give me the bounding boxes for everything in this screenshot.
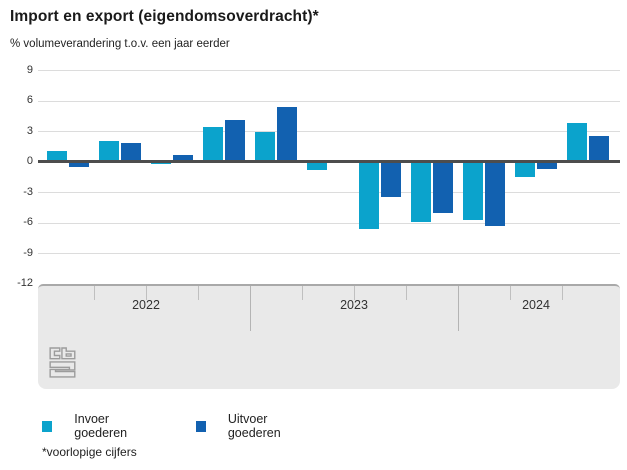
bar-invoer-2024K1 bbox=[463, 161, 483, 220]
quarter-tick bbox=[302, 286, 303, 300]
y-axis-label-9: 9 bbox=[26, 63, 33, 76]
quarter-tick bbox=[562, 286, 563, 300]
cbs-logo-icon bbox=[49, 347, 76, 378]
legend-item-invoer: Invoer goederen bbox=[42, 412, 133, 440]
y-axis-label--12: -12 bbox=[17, 277, 33, 289]
bar-invoer-2022K4 bbox=[203, 126, 223, 162]
bar-invoer-2023K2 bbox=[307, 161, 327, 170]
bar-uitvoer-2024K1 bbox=[485, 161, 505, 226]
gridline-y-6 bbox=[38, 222, 620, 224]
gridline-y-9 bbox=[38, 253, 620, 254]
bar-uitvoer-2024K3 bbox=[589, 136, 609, 162]
bar-invoer-2022K2 bbox=[99, 141, 119, 162]
quarter-tick bbox=[510, 286, 511, 300]
gridline-y-3 bbox=[38, 192, 620, 193]
bar-uitvoer-2022K2 bbox=[121, 143, 141, 162]
quarter-tick bbox=[94, 286, 95, 300]
y-axis-label-3: 3 bbox=[26, 124, 33, 137]
bar-uitvoer-2023K3 bbox=[381, 161, 401, 198]
x-axis-band bbox=[38, 284, 620, 389]
chart-subtitle: % volumeverandering t.o.v. een jaar eerd… bbox=[10, 38, 230, 50]
quarter-tick bbox=[406, 286, 407, 300]
year-separator bbox=[250, 286, 251, 331]
zero-axis-line bbox=[38, 160, 620, 163]
x-axis-year-2023: 2023 bbox=[340, 298, 368, 312]
bar-uitvoer-2023K4 bbox=[433, 161, 453, 214]
gridline-y3 bbox=[38, 131, 620, 132]
footnote: *voorlopige cijfers bbox=[42, 445, 137, 459]
x-axis-year-2022: 2022 bbox=[132, 298, 160, 312]
y-axis-label--9: -9 bbox=[23, 246, 33, 259]
legend-item-uitvoer: Uitvoer goederen bbox=[196, 412, 287, 440]
bar-uitvoer-2022K3 bbox=[173, 155, 193, 162]
bar-uitvoer-2024K2 bbox=[537, 161, 557, 169]
quarter-tick bbox=[354, 286, 355, 300]
legend-swatch-invoer bbox=[42, 420, 53, 432]
bar-invoer-2023K3 bbox=[359, 161, 379, 229]
bar-invoer-2022K1 bbox=[47, 151, 67, 162]
y-axis-label--6: -6 bbox=[23, 216, 33, 228]
bar-invoer-2023K1 bbox=[255, 132, 275, 162]
quarter-tick bbox=[146, 286, 147, 300]
x-axis-year-2024: 2024 bbox=[522, 298, 550, 312]
bar-uitvoer-2022K1 bbox=[69, 161, 89, 167]
gridline-y9 bbox=[38, 70, 620, 71]
quarter-tick bbox=[198, 286, 199, 300]
legend-swatch-uitvoer bbox=[196, 420, 206, 432]
y-axis-label-0: 0 bbox=[26, 155, 33, 167]
year-separator bbox=[458, 286, 459, 331]
chart-title: Import en export (eigendomsoverdracht)* bbox=[10, 8, 319, 25]
y-axis-label--3: -3 bbox=[23, 185, 33, 198]
legend-label-uitvoer: Uitvoer goederen bbox=[227, 412, 281, 440]
bar-uitvoer-2022K4 bbox=[225, 119, 245, 162]
bar-invoer-2023K4 bbox=[411, 161, 431, 222]
y-axis-label-6: 6 bbox=[26, 94, 33, 106]
legend-label-invoer: Invoer goederen bbox=[74, 412, 128, 440]
gridline-y6 bbox=[38, 100, 620, 102]
bar-invoer-2024K3 bbox=[567, 122, 587, 162]
bar-uitvoer-2023K1 bbox=[277, 106, 297, 162]
bar-invoer-2024K2 bbox=[515, 161, 535, 177]
